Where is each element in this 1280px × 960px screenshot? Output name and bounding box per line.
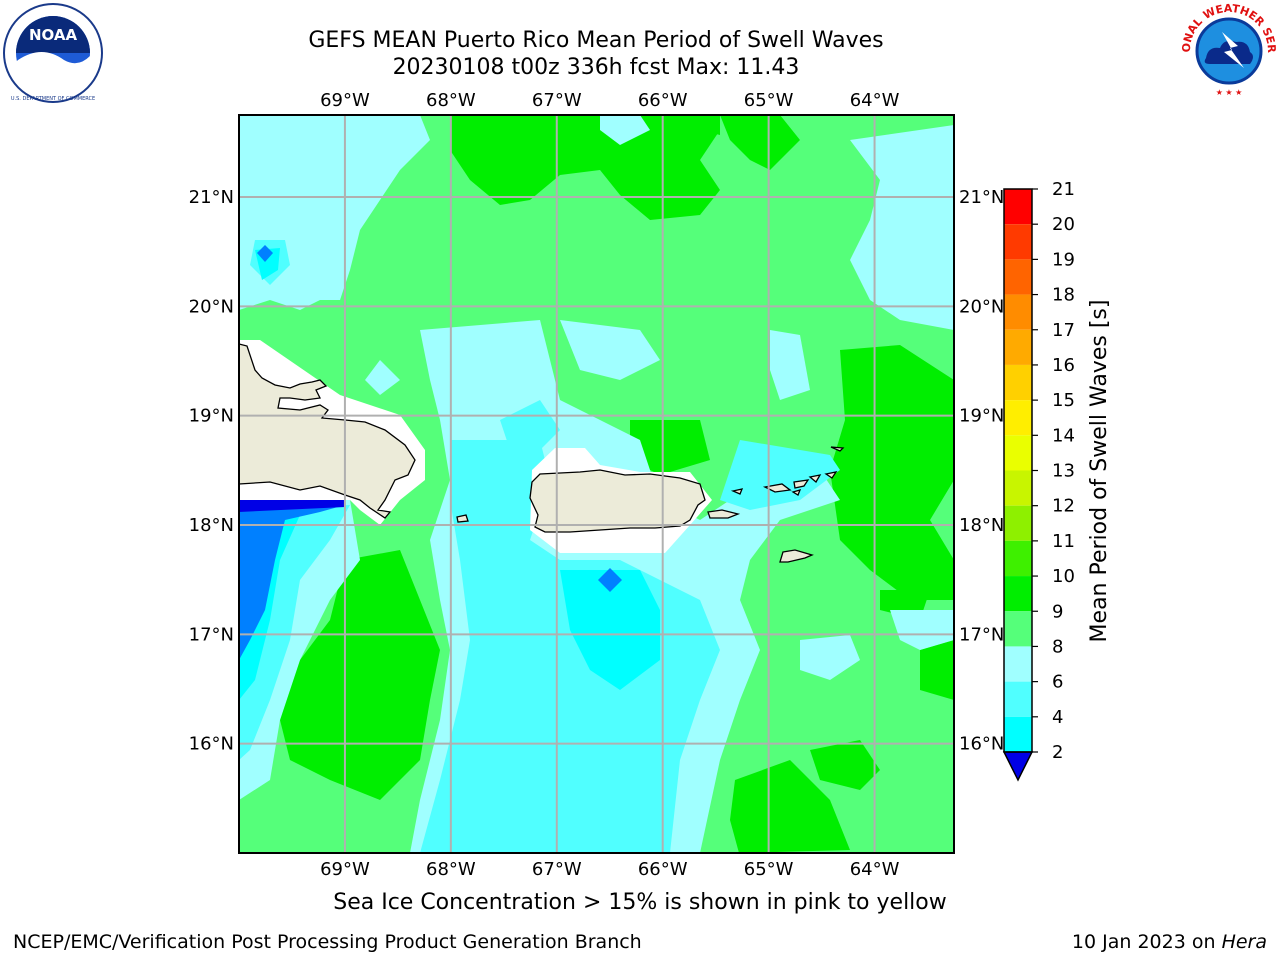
swell-10-11-regions <box>280 115 954 853</box>
map-field <box>239 115 954 853</box>
colorbar-tick-label: 15 <box>1052 390 1075 411</box>
colorbar-swatch <box>1004 470 1032 506</box>
colorbar-swatch <box>1004 400 1032 436</box>
colorbar-tick-label: 14 <box>1052 425 1075 446</box>
map-frame <box>238 114 955 854</box>
footer-host: Hera <box>1221 931 1267 953</box>
lon-label-top: 67°W <box>532 90 582 111</box>
lon-label-bottom: 69°W <box>320 859 370 880</box>
lon-label-top: 68°W <box>426 90 476 111</box>
lat-label-left: 17°N <box>189 624 234 645</box>
lat-label-left: 16°N <box>189 734 234 755</box>
colorbar-tick-label: 19 <box>1052 249 1075 270</box>
colorbar-tick-label: 11 <box>1052 531 1075 552</box>
colorbar-tick-label: 12 <box>1052 496 1075 517</box>
lat-label-right: 16°N <box>959 734 1004 755</box>
colorbar-tick-label: 13 <box>1052 461 1075 482</box>
graticule <box>239 115 954 853</box>
lat-label-left: 19°N <box>189 406 234 427</box>
axis-labels: 69°W 69°W 68°W 68°W 67°W 67°W 66°W 66°W 65°W 65°W… <box>189 90 1005 880</box>
lon-label-top: 66°W <box>638 90 688 111</box>
lon-label-top: 69°W <box>320 90 370 111</box>
colorbar-label: Mean Period of Swell Waves [s] <box>1087 300 1112 643</box>
footer-credit: NCEP/EMC/Verification Post Processing Pr… <box>13 931 642 953</box>
lat-label-right: 19°N <box>959 406 1004 427</box>
lat-label-left: 18°N <box>189 515 234 536</box>
footer-date-text: 10 Jan 2023 on <box>1071 931 1222 953</box>
swell-6-8-regions <box>239 240 840 853</box>
lon-label-bottom: 68°W <box>426 859 476 880</box>
lon-label-top: 65°W <box>744 90 794 111</box>
footer-date: 10 Jan 2023 on Hera <box>1072 931 1267 953</box>
lon-label-bottom: 64°W <box>850 859 900 880</box>
colorbar-swatch <box>1004 189 1032 225</box>
colorbar-swatch <box>1004 364 1032 401</box>
colorbar-swatch <box>1004 329 1032 365</box>
colorbar-swatch <box>1004 294 1032 330</box>
colorbar-tick-label: 6 <box>1052 672 1063 693</box>
colorbar-tick-label: 21 <box>1052 179 1075 200</box>
colorbar-swatch <box>1004 505 1032 541</box>
colorbar-swatch <box>1004 435 1032 471</box>
colorbar-swatch <box>1004 576 1032 612</box>
colorbar-swatch <box>1004 646 1032 682</box>
colorbar-tick-label: 20 <box>1052 214 1075 235</box>
chart-title-line2: 20230108 t00z 336h fcst Max: 11.43 <box>392 55 800 80</box>
colorbar-swatch <box>1004 611 1032 647</box>
colorbar-tick-label: 4 <box>1052 707 1063 728</box>
noaa-logo: NOAA U.S. DEPARTMENT OF COMMERCE <box>3 3 103 103</box>
colorbar-swatch <box>1004 224 1032 260</box>
sea-ice-caption: Sea Ice Concentration > 15% is shown in … <box>333 890 947 915</box>
colorbar: 21 20 19 18 17 16 15 14 13 12 11 10 9 8 6 4 2 <box>1002 179 1075 782</box>
colorbar-tick-label: 10 <box>1052 566 1075 587</box>
lat-label-left: 20°N <box>189 296 234 317</box>
svg-text:U.S. DEPARTMENT OF COMMERCE: U.S. DEPARTMENT OF COMMERCE <box>11 96 95 102</box>
swell-below-2-region <box>239 500 345 512</box>
colorbar-tick-label: 18 <box>1052 285 1075 306</box>
lat-label-left: 21°N <box>189 187 234 208</box>
lat-label-right: 18°N <box>959 515 1004 536</box>
colorbar-tick-label: 9 <box>1052 601 1063 622</box>
lon-label-bottom: 65°W <box>744 859 794 880</box>
colorbar-swatch <box>1004 681 1032 717</box>
lat-label-right: 20°N <box>959 296 1004 317</box>
colorbar-tick-label: 8 <box>1052 636 1063 657</box>
colorbar-tick-label: 17 <box>1052 320 1075 341</box>
lat-label-right: 21°N <box>959 187 1004 208</box>
lon-label-bottom: 67°W <box>532 859 582 880</box>
colorbar-swatch <box>1004 540 1032 577</box>
lon-label-bottom: 66°W <box>638 859 688 880</box>
colorbar-tick-label: 16 <box>1052 355 1075 376</box>
chart-title-line1: GEFS MEAN Puerto Rico Mean Period of Swe… <box>308 28 884 53</box>
colorbar-tick-label: 2 <box>1052 742 1063 763</box>
noaa-logo-text: NOAA <box>29 26 78 44</box>
colorbar-swatch <box>1004 716 1032 752</box>
colorbar-extend-arrow <box>1002 751 1034 782</box>
lat-label-right: 17°N <box>959 624 1004 645</box>
nws-logo: NATIONAL WEATHER SERVICE ★ ★ ★ <box>1180 2 1278 99</box>
colorbar-swatch <box>1004 259 1032 295</box>
land-areas <box>239 343 845 563</box>
lon-label-top: 64°W <box>850 90 900 111</box>
swell-2-4-regions <box>239 245 622 660</box>
svg-text:★ ★ ★: ★ ★ ★ <box>1216 88 1243 97</box>
